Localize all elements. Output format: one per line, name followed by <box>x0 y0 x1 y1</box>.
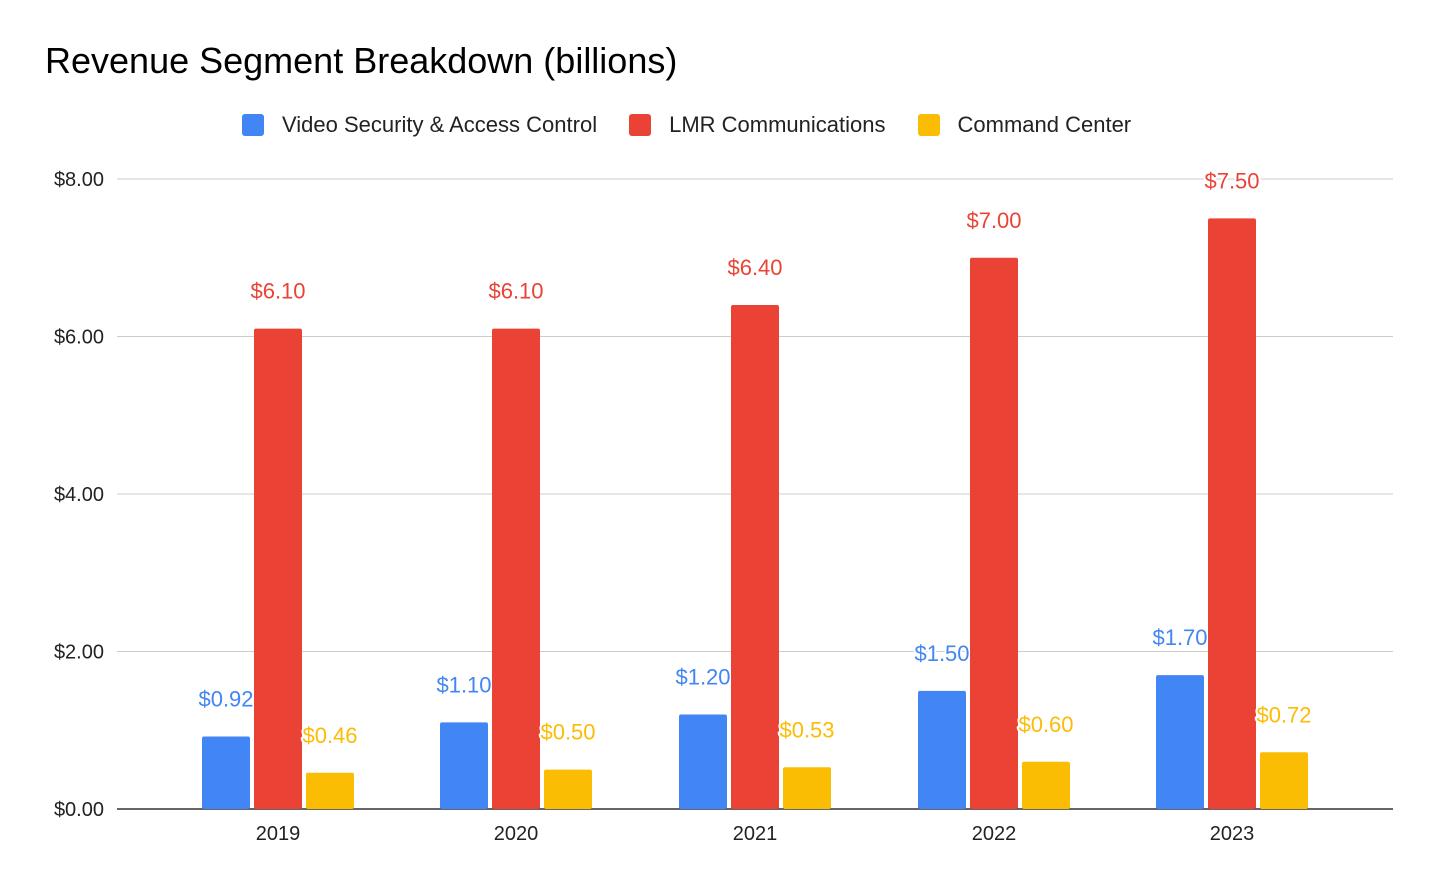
data-label: $0.50 <box>540 720 595 745</box>
bar <box>679 714 727 809</box>
y-tick-label: $0.00 <box>54 799 104 821</box>
legend-item-lmr-communications[interactable]: LMR Communications <box>629 112 886 138</box>
bar <box>440 722 488 809</box>
data-label: $6.40 <box>727 255 782 280</box>
data-label: $1.50 <box>914 641 969 666</box>
data-label: $1.10 <box>436 672 491 697</box>
bar <box>918 690 966 809</box>
data-label: $0.53 <box>779 717 834 742</box>
bar <box>1022 761 1070 809</box>
y-tick-label: $8.00 <box>54 169 104 191</box>
bar <box>783 767 831 809</box>
x-tick-label: 2022 <box>972 823 1017 845</box>
chart-title: Revenue Segment Breakdown (billions) <box>45 40 678 81</box>
data-label: $1.20 <box>675 665 730 690</box>
legend-label-lmr-communications: LMR Communications <box>669 112 886 137</box>
data-label: $7.50 <box>1204 168 1259 193</box>
bar <box>1156 675 1204 809</box>
y-tick-label: $2.00 <box>54 642 104 664</box>
y-tick-label: $6.00 <box>54 327 104 349</box>
legend-swatch-command-center <box>917 114 940 136</box>
bar <box>254 328 302 809</box>
legend-item-command-center[interactable]: Command Center <box>917 112 1132 138</box>
x-tick-label: 2020 <box>494 823 539 845</box>
x-tick-label: 2019 <box>256 823 301 845</box>
bar <box>731 305 779 809</box>
data-label: $0.46 <box>302 723 357 748</box>
legend-item-video-security[interactable]: Video Security & Access Control <box>242 112 597 138</box>
legend-label-command-center: Command Center <box>957 112 1132 137</box>
y-tick-label: $4.00 <box>54 484 104 506</box>
x-tick-label: 2023 <box>1210 823 1255 845</box>
bar <box>544 769 592 809</box>
bar <box>1208 218 1256 809</box>
x-tick-label: 2021 <box>733 823 778 845</box>
legend-swatch-video-security <box>242 114 264 136</box>
data-label: $7.00 <box>966 208 1021 233</box>
legend-label-video-security: Video Security & Access Control <box>282 112 598 137</box>
bar <box>202 736 250 809</box>
data-label: $0.60 <box>1018 712 1073 737</box>
bar <box>306 772 354 809</box>
bar <box>492 328 540 809</box>
legend: Video Security & Access Control LMR Comm… <box>242 111 1163 139</box>
data-label: $1.70 <box>1152 625 1207 650</box>
bar <box>1260 752 1308 809</box>
bar <box>970 257 1018 809</box>
data-label: $6.10 <box>250 279 305 304</box>
data-label: $0.92 <box>198 687 253 712</box>
legend-swatch-lmr-communications <box>629 114 652 136</box>
data-label: $0.72 <box>1256 702 1311 727</box>
data-label: $6.10 <box>488 279 543 304</box>
